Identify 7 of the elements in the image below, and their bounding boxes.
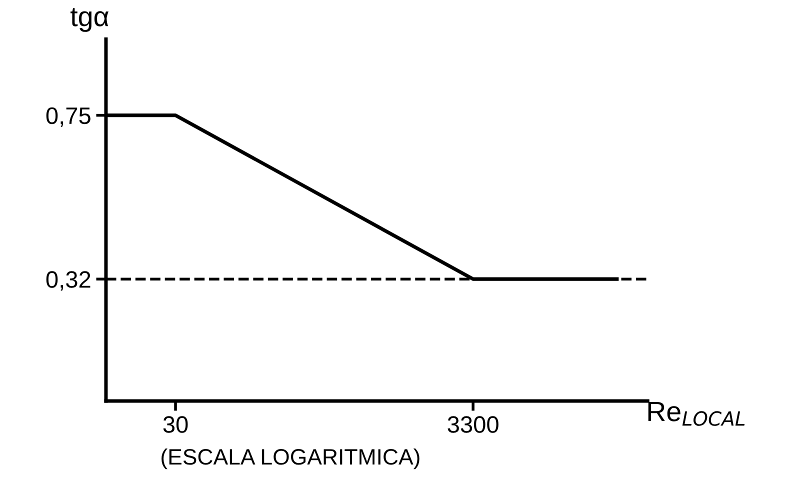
y-tick-label: 0,32 xyxy=(46,271,90,291)
x-axis-title: Re$_{LOCAL}$ xyxy=(648,402,745,426)
x-tick-label: 30 xyxy=(163,416,188,433)
x-tick-label: 3300 xyxy=(448,416,498,433)
text: (ESCALA LOGARITMICA) xyxy=(162,448,420,470)
y-tick-label: 0,75 xyxy=(46,107,90,127)
y-axis-title: tgα xyxy=(70,8,109,32)
